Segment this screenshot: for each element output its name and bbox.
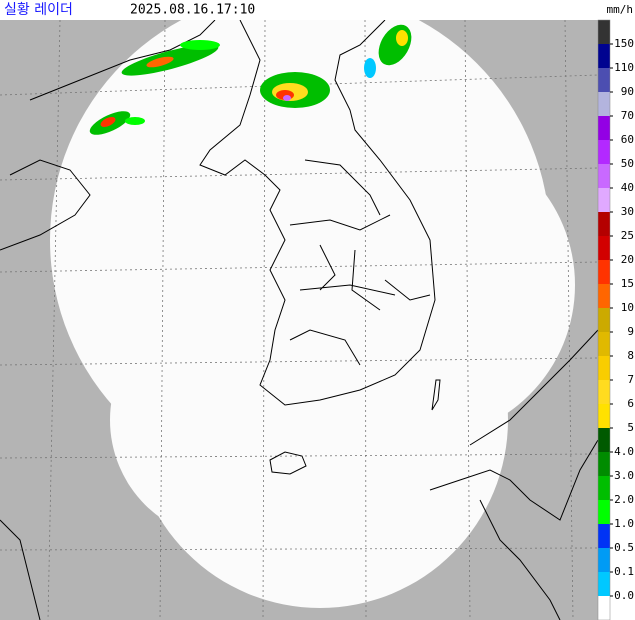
legend: 150 110 90 70 60 50 40 30 25 20 15 10 9 8 7 6 5 4.0 3.0 2.0… — [597, 19, 634, 620]
legend-swatch — [598, 596, 610, 620]
legend-label: 9 — [627, 325, 634, 338]
legend-label: 2.0 — [614, 493, 634, 506]
legend-label: 60 — [621, 133, 634, 146]
legend-label: 40 — [621, 181, 634, 194]
legend-swatch — [598, 404, 610, 428]
legend-swatch — [598, 20, 610, 44]
legend-label: 8 — [627, 349, 634, 362]
precipitation-echoes — [89, 24, 412, 135]
legend-swatch — [598, 212, 610, 236]
legend-label: 0.5 — [614, 541, 634, 554]
legend-label: 110 — [614, 61, 634, 74]
legend-swatch — [598, 188, 610, 212]
legend-swatch — [598, 92, 610, 116]
legend-swatch — [598, 284, 610, 308]
legend-label: 7 — [627, 373, 634, 386]
legend-swatch — [598, 356, 610, 380]
legend-label: 4.0 — [614, 445, 634, 458]
map — [0, 20, 598, 620]
legend-label: 3.0 — [614, 469, 634, 482]
legend-label: 5 — [627, 421, 634, 434]
legend-label: 6 — [627, 397, 634, 410]
legend-label: 0.0 — [614, 589, 634, 602]
legend-swatch — [598, 68, 610, 92]
legend-label: 20 — [621, 253, 634, 266]
legend-swatch — [598, 236, 610, 260]
legend-label: 1.0 — [614, 517, 634, 530]
legend-label: 10 — [621, 301, 634, 314]
legend-swatch — [598, 500, 610, 524]
legend-swatch — [598, 332, 610, 356]
legend-swatch — [598, 140, 610, 164]
legend-label: 150 — [614, 37, 634, 50]
legend-swatch — [598, 572, 610, 596]
legend-swatch — [598, 380, 610, 404]
radar-coverage — [50, 20, 575, 608]
legend-swatch — [598, 476, 610, 500]
legend-label: 15 — [621, 277, 634, 290]
graticule — [0, 20, 598, 620]
legend-swatch — [598, 260, 610, 284]
legend-label: 30 — [621, 205, 634, 218]
unit-label: mm/h — [607, 3, 634, 16]
legend-label: 25 — [621, 229, 634, 242]
coastline — [0, 20, 598, 620]
legend-swatch — [598, 308, 610, 332]
legend-swatch — [598, 524, 610, 548]
timestamp: 2025.08.16.17:10 — [130, 3, 255, 18]
legend-label: 70 — [621, 109, 634, 122]
legend-frame — [597, 19, 611, 620]
legend-label: 90 — [621, 85, 634, 98]
legend-swatch — [598, 44, 610, 68]
legend-swatch — [598, 452, 610, 476]
legend-label: 50 — [621, 157, 634, 170]
legend-swatch — [598, 428, 610, 452]
legend-label: 0.1 — [614, 565, 634, 578]
legend-swatch — [598, 116, 610, 140]
legend-swatch — [598, 548, 610, 572]
page-title: 실황 레이더 — [4, 2, 73, 18]
legend-swatch — [598, 164, 610, 188]
